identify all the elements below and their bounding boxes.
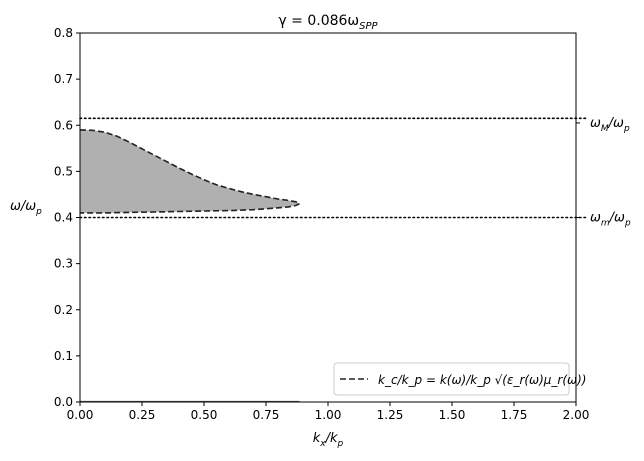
y-tick-label-5: 0.5 (54, 164, 73, 178)
x-tick-label-3: 0.75 (253, 408, 280, 422)
axes (76, 32, 580, 406)
region-fill (80, 129, 300, 213)
plot-area (79, 117, 589, 403)
x-tick-label-8: 2.00 (563, 408, 590, 422)
y-tick-label-7: 0.7 (54, 72, 73, 86)
x-tick-label-7: 1.75 (501, 408, 528, 422)
x-tick-label-2: 0.50 (191, 408, 218, 422)
y-tick-label-4: 0.4 (54, 211, 73, 225)
x-tick-label-4: 1.00 (315, 408, 342, 422)
y-tick-label-1: 0.1 (54, 349, 73, 363)
right-tick-label-0: ωM/ωp (590, 116, 630, 134)
y-tick-label-3: 0.3 (54, 257, 73, 271)
legend: k_c/k_p = k(ω)/k_p √(ε_r(ω)μ_r(ω)) (333, 362, 586, 396)
y-tick-label-2: 0.2 (54, 303, 73, 317)
x-tick-label-6: 1.50 (439, 408, 466, 422)
x-axis-label: kx/kp (313, 431, 344, 449)
labels: 0.00 0.25 0.50 0.75 1.00 1.25 1.50 1.75 2.00 0.0 0… (10, 13, 631, 449)
right-tick-label-1: ωm/ωp (590, 211, 631, 229)
x-tick-label-0: 0.00 (67, 408, 94, 422)
y-tick-label-0: 0.0 (54, 395, 73, 409)
y-tick-label-6: 0.6 (54, 118, 73, 132)
y-axis-label: ω/ωp (10, 199, 42, 217)
legend-label: k_c/k_p = k(ω)/k_p √(ε_r(ω)μ_r(ω)) (378, 373, 586, 387)
series-line-0 (79, 129, 302, 214)
y-tick-label-8: 0.8 (54, 26, 73, 40)
legend-box (333, 362, 570, 396)
x-tick-label-5: 1.25 (377, 408, 404, 422)
x-tick-label-1: 0.25 (129, 408, 156, 422)
chart-title: γ = 0.086ωSPP (278, 13, 378, 32)
